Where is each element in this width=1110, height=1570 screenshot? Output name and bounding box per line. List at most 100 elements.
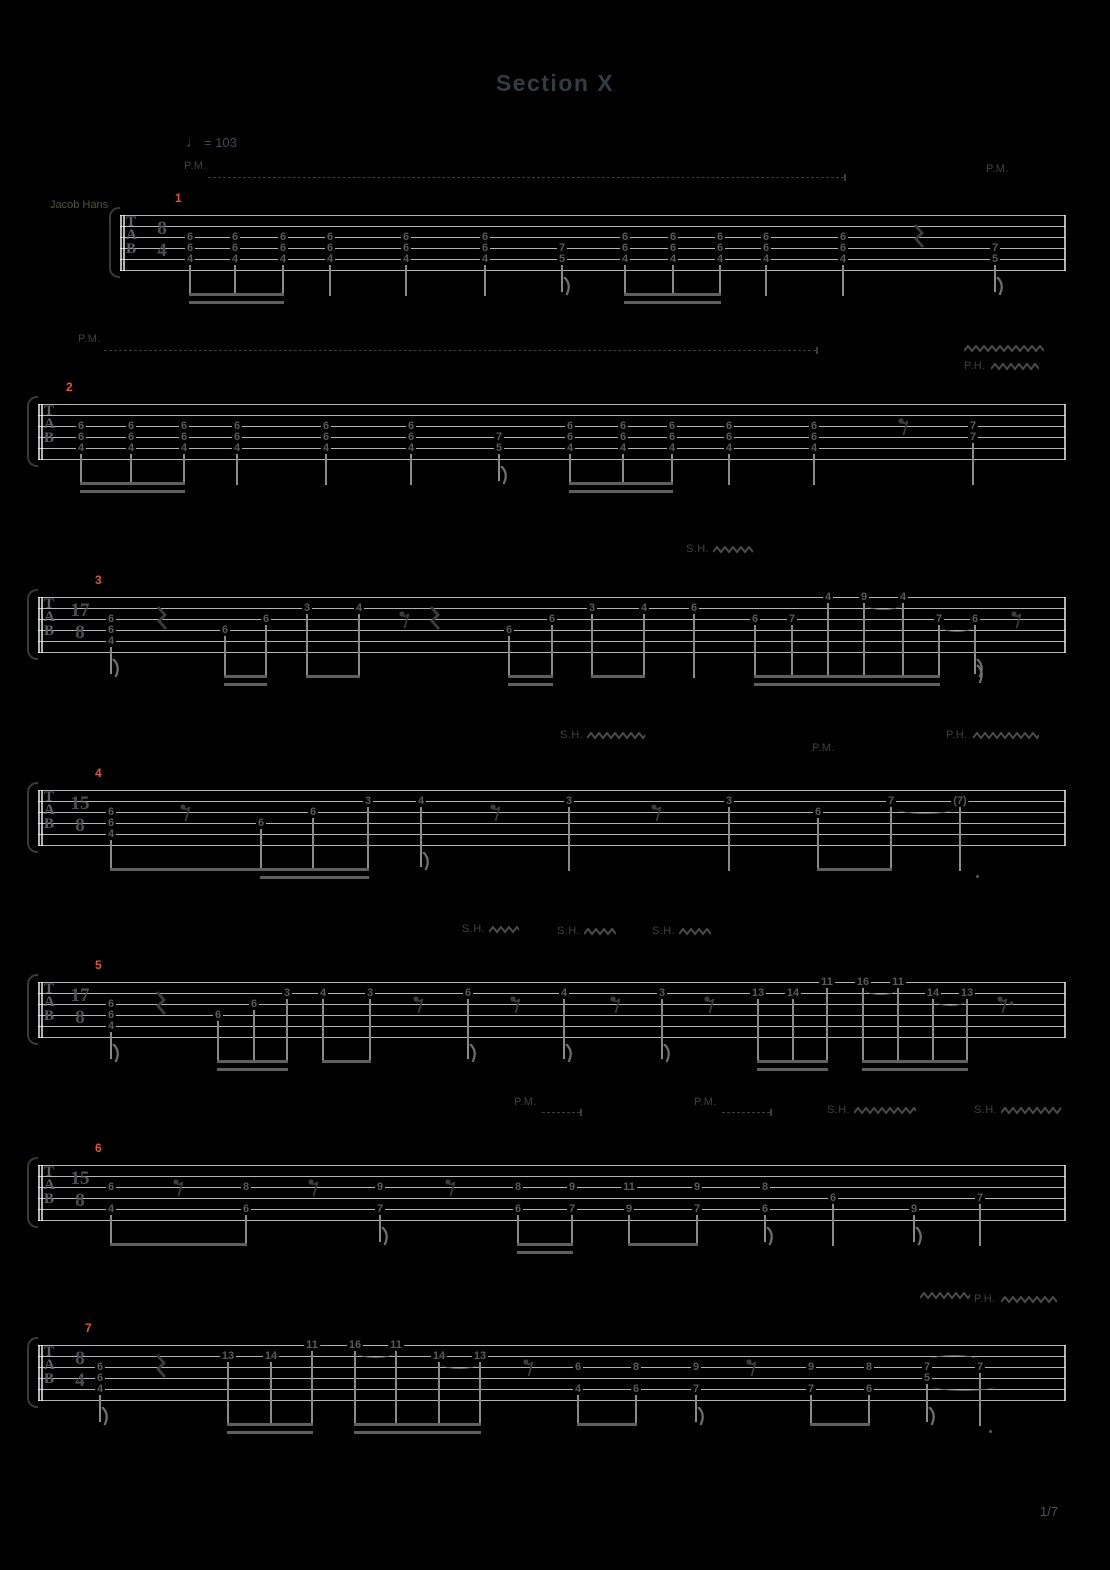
fret-number[interactable]: 4	[94, 1383, 106, 1395]
fret-number[interactable]: 6	[105, 817, 117, 829]
fret-number[interactable]: 7	[885, 795, 897, 807]
fret-number[interactable]: 6	[178, 431, 190, 443]
fret-number[interactable]: 7	[921, 1361, 933, 1373]
fret-number[interactable]: 6	[405, 420, 417, 432]
fret-number[interactable]: 6	[808, 431, 820, 443]
fret-number[interactable]: 3	[586, 602, 598, 614]
fret-number[interactable]: 4	[415, 795, 427, 807]
fret-number[interactable]: 4	[666, 442, 678, 454]
fret-number[interactable]: 6	[75, 431, 87, 443]
fret-number[interactable]: 4	[400, 253, 412, 265]
fret-number[interactable]: 4	[405, 442, 417, 454]
fret-number[interactable]: 6	[723, 420, 735, 432]
fret-number[interactable]: 4	[178, 442, 190, 454]
fret-number[interactable]: 6	[619, 242, 631, 254]
fret-number[interactable]: 4	[317, 987, 329, 999]
fret-number[interactable]: 6	[837, 242, 849, 254]
fret-number[interactable]: 3	[656, 987, 668, 999]
fret-number[interactable]: 6	[212, 1009, 224, 1021]
fret-number[interactable]: 4	[353, 602, 365, 614]
fret-number[interactable]: 6	[405, 431, 417, 443]
fret-number[interactable]: 7	[690, 1383, 702, 1395]
fret-number[interactable]: 6	[105, 806, 117, 818]
fret-number[interactable]: 4	[760, 253, 772, 265]
fret-number[interactable]: 13	[958, 987, 976, 999]
fret-number[interactable]: 6	[400, 231, 412, 243]
fret-number[interactable]: 6	[667, 231, 679, 243]
fret-number[interactable]: 6	[125, 420, 137, 432]
fret-number[interactable]: 4	[105, 1203, 117, 1215]
fret-number[interactable]: 6	[75, 420, 87, 432]
fret-number[interactable]: 4	[277, 253, 289, 265]
fret-number[interactable]: 11	[304, 1339, 320, 1351]
fret-number[interactable]: 11	[890, 976, 906, 988]
fret-number[interactable]: 4	[822, 591, 834, 603]
fret-number[interactable]: 6	[248, 998, 260, 1010]
fret-number[interactable]: (7)	[951, 795, 969, 807]
fret-number[interactable]: 7	[566, 1203, 578, 1215]
fret-number[interactable]: 4	[897, 591, 909, 603]
fret-number[interactable]: 6	[320, 431, 332, 443]
fret-number[interactable]: 6	[617, 431, 629, 443]
fret-number[interactable]: 4	[479, 253, 491, 265]
fret-number[interactable]: 6	[759, 1203, 771, 1215]
fret-number[interactable]: 6	[760, 242, 772, 254]
fret-number[interactable]: 3	[362, 795, 374, 807]
fret-number[interactable]: 6	[94, 1372, 106, 1384]
fret-number[interactable]: 8	[759, 1181, 771, 1193]
fret-number[interactable]: 6	[462, 987, 474, 999]
fret-number[interactable]: 8	[863, 1361, 875, 1373]
fret-number[interactable]: 9	[690, 1361, 702, 1373]
fret-number[interactable]: 6	[125, 431, 137, 443]
fret-number[interactable]: 6	[812, 806, 824, 818]
fret-number[interactable]: 16	[346, 1339, 364, 1351]
fret-number[interactable]: 6	[105, 624, 117, 636]
fret-number[interactable]: 5	[493, 442, 505, 454]
fret-number[interactable]: 4	[667, 253, 679, 265]
fret-number[interactable]: 6	[969, 613, 981, 625]
fret-number[interactable]: 7	[805, 1383, 817, 1395]
fret-number[interactable]: 4	[619, 253, 631, 265]
fret-number[interactable]: 6	[827, 1192, 839, 1204]
fret-number[interactable]: 4	[320, 442, 332, 454]
fret-number[interactable]: 6	[666, 431, 678, 443]
fret-number[interactable]: 6	[307, 806, 319, 818]
fret-number[interactable]: 6	[320, 420, 332, 432]
fret-number[interactable]: 11	[621, 1181, 637, 1193]
fret-number[interactable]: 6	[277, 231, 289, 243]
fret-number[interactable]: 4	[105, 1020, 117, 1032]
fret-number[interactable]: 6	[688, 602, 700, 614]
fret-number[interactable]: 6	[760, 231, 772, 243]
fret-number[interactable]: 6	[94, 1361, 106, 1373]
fret-number[interactable]: 4	[837, 253, 849, 265]
fret-number[interactable]: 4	[324, 253, 336, 265]
fret-number[interactable]: 4	[617, 442, 629, 454]
fret-number[interactable]: 5	[989, 253, 1001, 265]
fret-number[interactable]: 13	[471, 1350, 489, 1362]
fret-number[interactable]: 5	[921, 1372, 933, 1384]
fret-number[interactable]: 7	[989, 242, 1001, 254]
fret-number[interactable]: 14	[262, 1350, 280, 1362]
fret-number[interactable]: 4	[231, 442, 243, 454]
fret-number[interactable]: 6	[105, 998, 117, 1010]
fret-number[interactable]: 7	[786, 613, 798, 625]
fret-number[interactable]: 9	[908, 1203, 920, 1215]
fret-number[interactable]: 13	[219, 1350, 237, 1362]
fret-number[interactable]: 6	[714, 242, 726, 254]
fret-number[interactable]: 6	[503, 624, 515, 636]
fret-number[interactable]: 6	[863, 1383, 875, 1395]
fret-number[interactable]: 3	[364, 987, 376, 999]
fret-number[interactable]: 9	[623, 1203, 635, 1215]
fret-number[interactable]: 6	[260, 613, 272, 625]
fret-number[interactable]: 6	[105, 1009, 117, 1021]
fret-number[interactable]: 7	[974, 1361, 986, 1373]
fret-number[interactable]: 6	[229, 231, 241, 243]
fret-number[interactable]: 11	[388, 1339, 404, 1351]
fret-number[interactable]: 4	[75, 442, 87, 454]
fret-number[interactable]: 3	[563, 795, 575, 807]
fret-number[interactable]: 6	[231, 420, 243, 432]
fret-number[interactable]: 6	[666, 420, 678, 432]
fret-number[interactable]: 4	[564, 442, 576, 454]
fret-number[interactable]: 5	[556, 253, 568, 265]
fret-number[interactable]: 4	[558, 987, 570, 999]
